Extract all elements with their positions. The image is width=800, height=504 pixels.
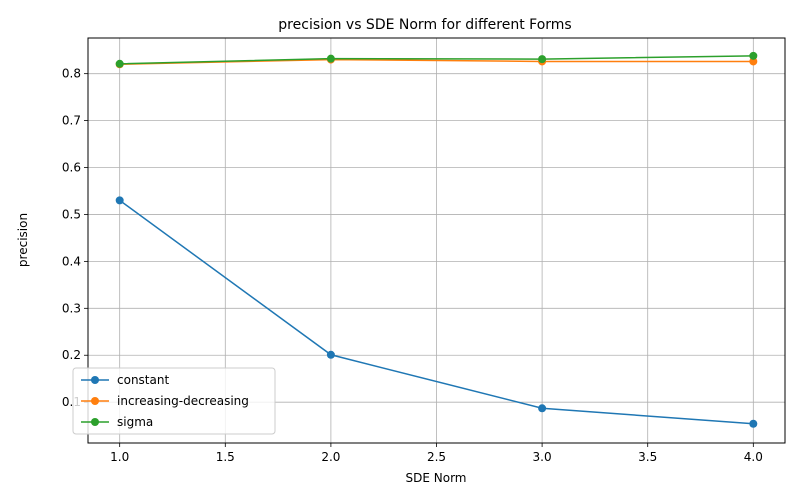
y-tick-label: 0.4 <box>62 254 81 268</box>
y-tick-label: 0.5 <box>62 207 81 221</box>
data-point-constant <box>115 196 124 205</box>
x-tick-label: 4.0 <box>744 450 763 464</box>
series-lines <box>115 51 758 428</box>
data-point-constant <box>749 419 758 428</box>
x-tick-label: 2.5 <box>427 450 446 464</box>
x-tick-label: 2.0 <box>321 450 340 464</box>
legend-label-increasing-decreasing: increasing-decreasing <box>117 394 249 408</box>
legend-marker-increasing-decreasing <box>91 397 99 405</box>
y-tick-label: 0.7 <box>62 114 81 128</box>
legend-label-constant: constant <box>117 373 169 387</box>
data-point-increasing-decreasing <box>749 57 758 66</box>
legend-box <box>72 367 276 435</box>
chart-title: precision vs SDE Norm for different Form… <box>278 17 571 33</box>
x-tick-label: 3.5 <box>638 450 657 464</box>
y-tick-label: 0.8 <box>62 67 81 81</box>
x-tick-label: 3.0 <box>533 450 552 464</box>
series-line-constant <box>119 199 754 425</box>
y-tick-label: 0.6 <box>62 161 81 175</box>
data-point-sigma <box>749 51 758 60</box>
x-tick-label: 1.0 <box>110 450 129 464</box>
y-axis-label: precision <box>16 213 30 267</box>
series-line-sigma <box>119 55 754 65</box>
y-tick-label: 0.3 <box>62 301 81 315</box>
data-point-constant <box>538 404 547 413</box>
x-axis-ticks: 1.0 1.5 2.0 2.5 3.0 3.5 4.0 <box>110 443 763 464</box>
y-tick-label: 0.2 <box>62 348 81 362</box>
x-tick-label: 1.5 <box>216 450 235 464</box>
legend-marker-sigma <box>91 418 99 426</box>
y-axis-ticks: 0.10.20.30.40.50.60.70.8 <box>62 67 88 409</box>
legend-marker-constant <box>91 376 99 384</box>
data-point-sigma <box>115 59 124 68</box>
legend: constant increasing-decreasing sigma <box>72 367 276 435</box>
x-axis-label: SDE Norm <box>406 471 467 485</box>
data-point-sigma <box>538 55 547 64</box>
legend-label-sigma: sigma <box>117 415 153 429</box>
data-point-constant <box>326 350 335 359</box>
data-point-sigma <box>326 54 335 63</box>
